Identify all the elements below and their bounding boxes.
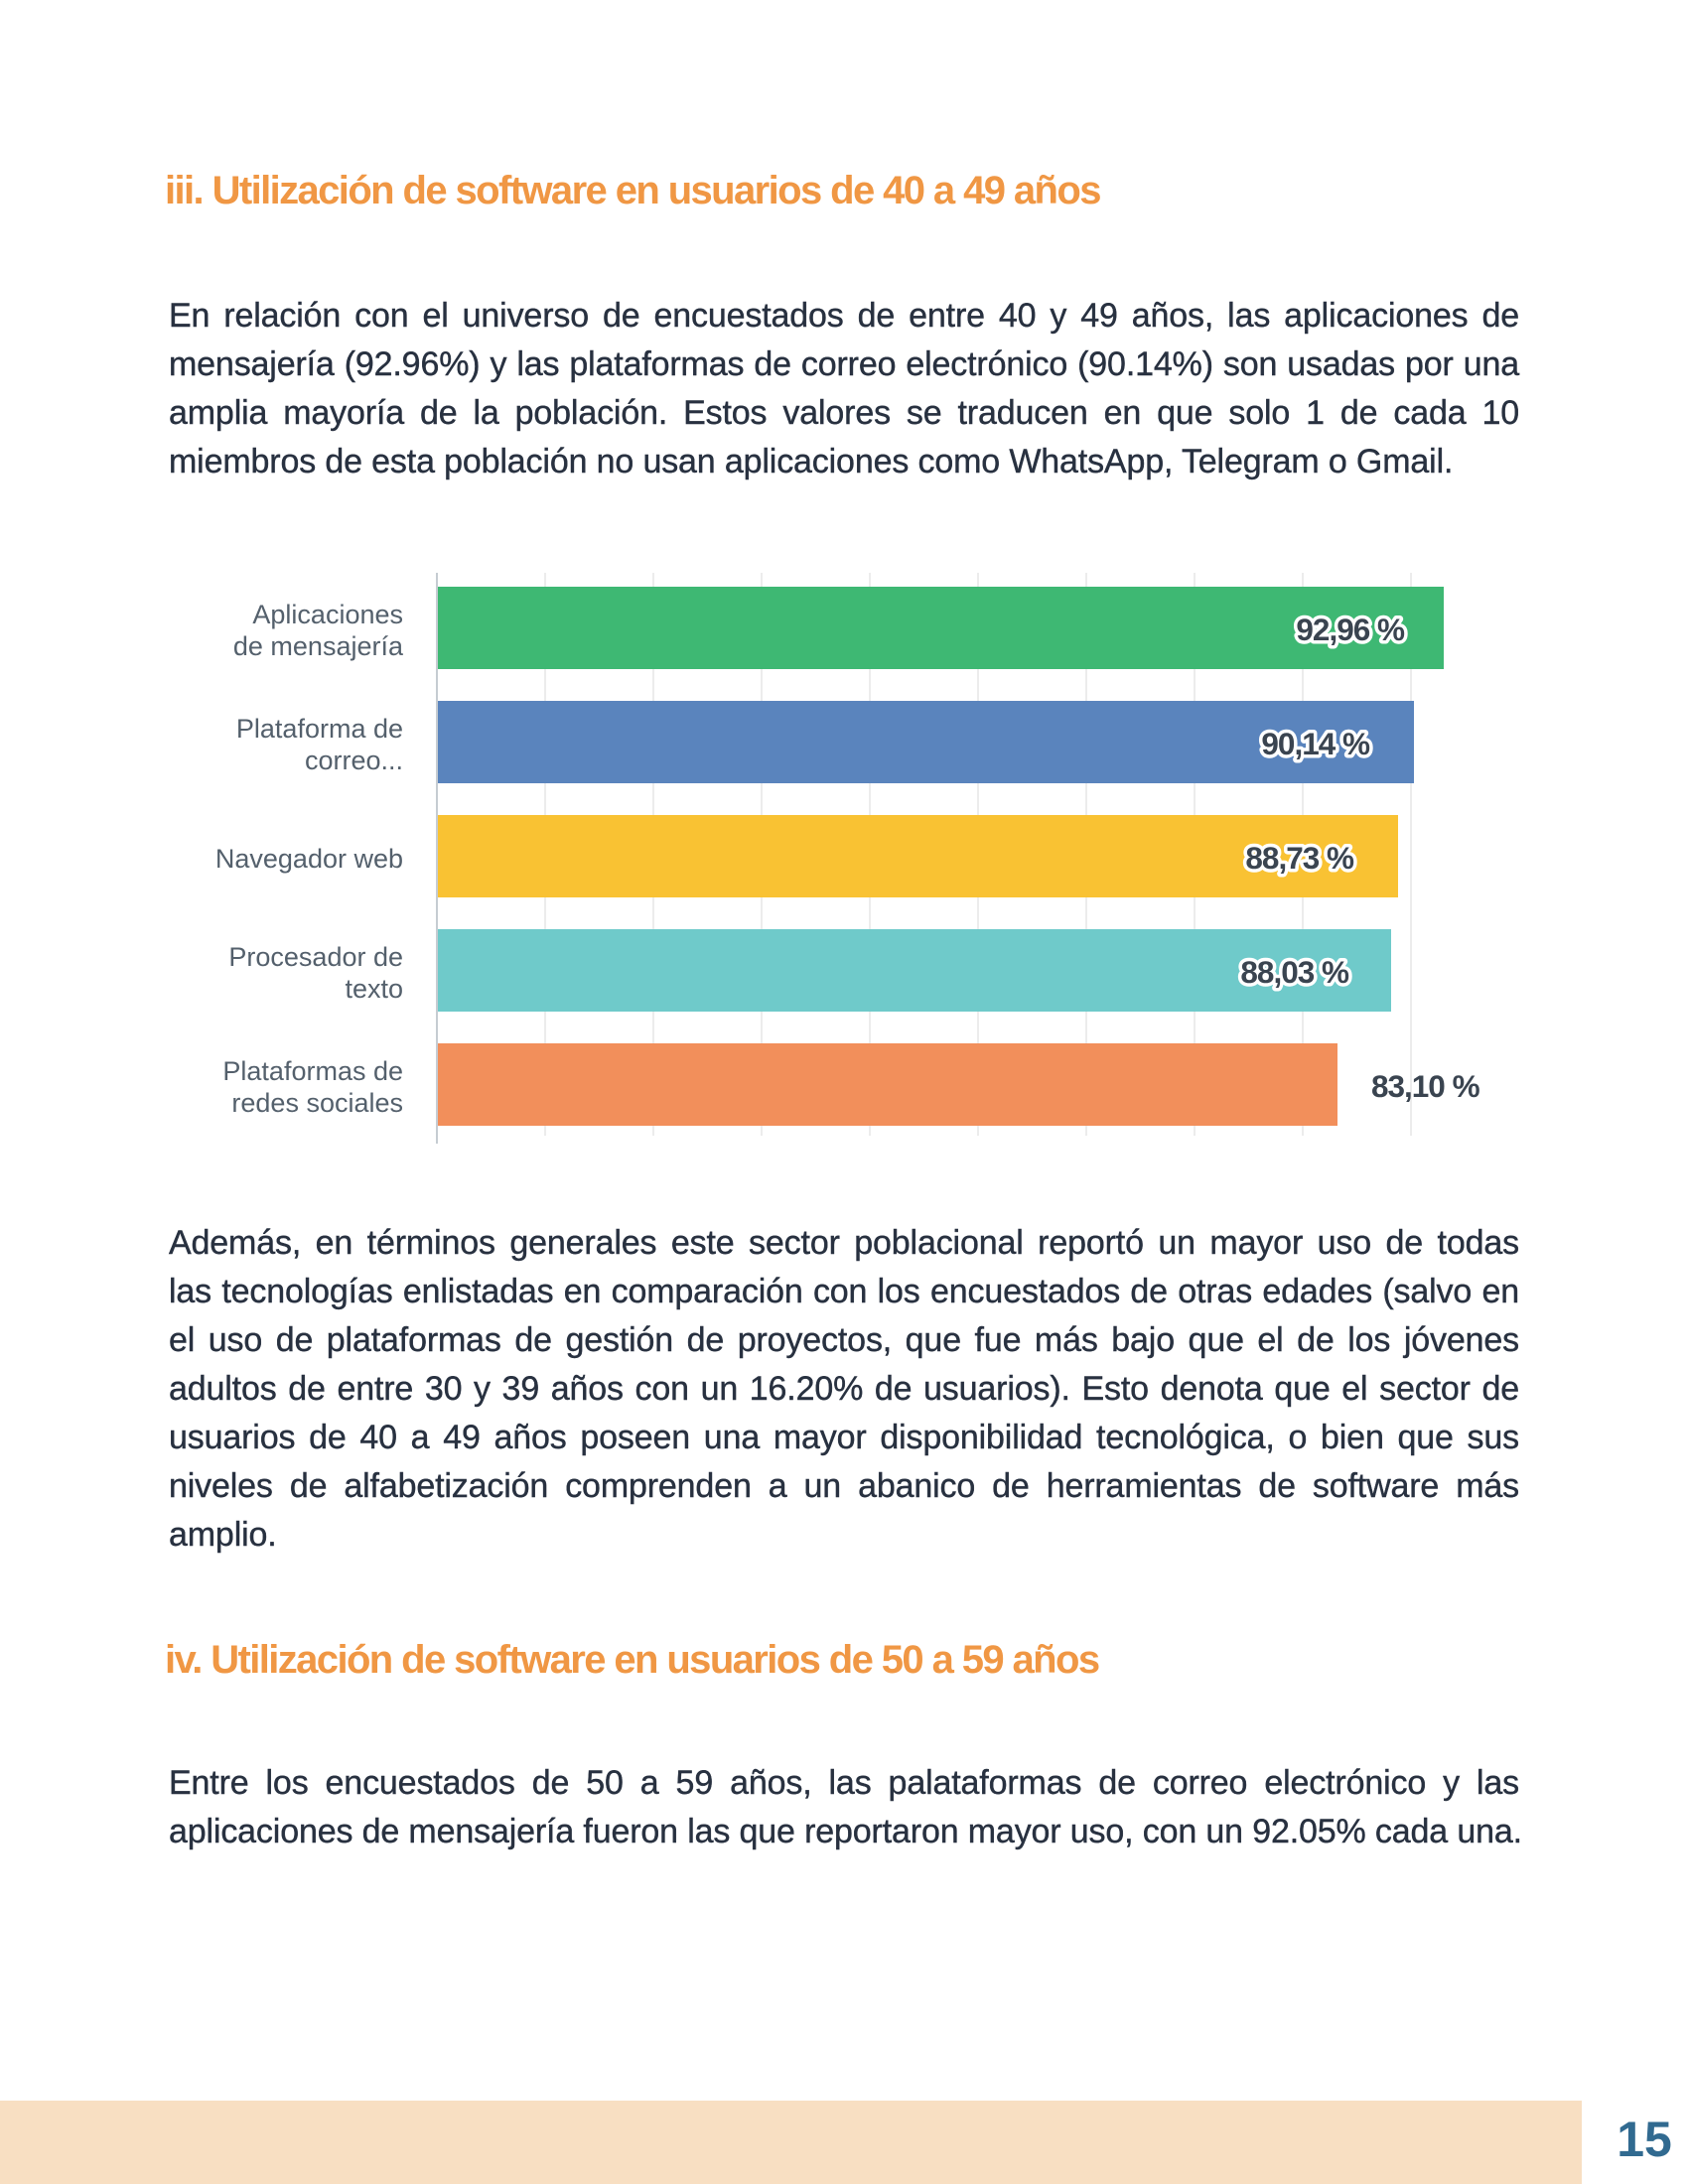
svg-text:92,96 %: 92,96 % bbox=[1296, 612, 1405, 647]
svg-text:88,73 %: 88,73 % bbox=[1245, 840, 1354, 876]
svg-text:83,10 %: 83,10 % bbox=[1371, 1068, 1480, 1104]
svg-text:90,14 %: 90,14 % bbox=[1261, 726, 1370, 761]
svg-text:88,03 %: 88,03 % bbox=[1240, 954, 1349, 990]
